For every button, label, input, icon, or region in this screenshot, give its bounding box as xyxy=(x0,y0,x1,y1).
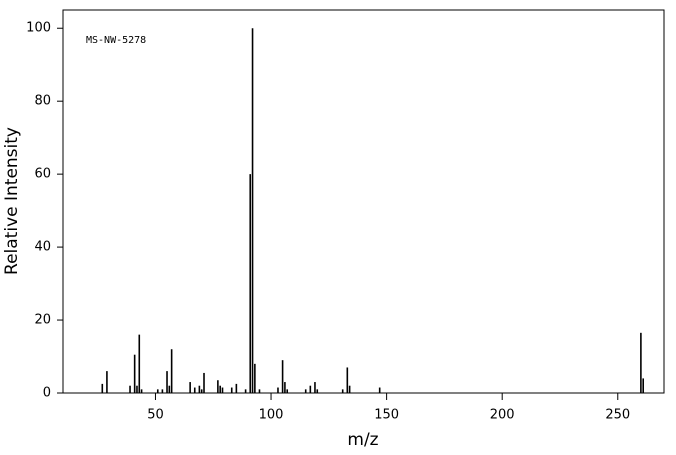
plot-frame xyxy=(62,9,665,394)
x-tick-label: 150 xyxy=(374,408,399,423)
y-tick-label: 20 xyxy=(34,313,51,328)
x-tick-label: 250 xyxy=(605,408,630,423)
x-axis-label: m/z xyxy=(347,430,378,450)
y-tick-label: 100 xyxy=(26,21,51,36)
y-tick-label: 40 xyxy=(34,240,51,255)
x-tick-label: 50 xyxy=(147,408,164,423)
annotation: MS-NW-5278 xyxy=(86,35,146,46)
y-tick-label: 60 xyxy=(34,167,51,182)
x-tick-label: 200 xyxy=(490,408,515,423)
x-tick-label: 100 xyxy=(259,408,284,423)
y-axis-label: Relative Intensity xyxy=(2,127,22,275)
y-tick-label: 0 xyxy=(43,386,51,401)
y-tick-label: 80 xyxy=(34,94,51,109)
